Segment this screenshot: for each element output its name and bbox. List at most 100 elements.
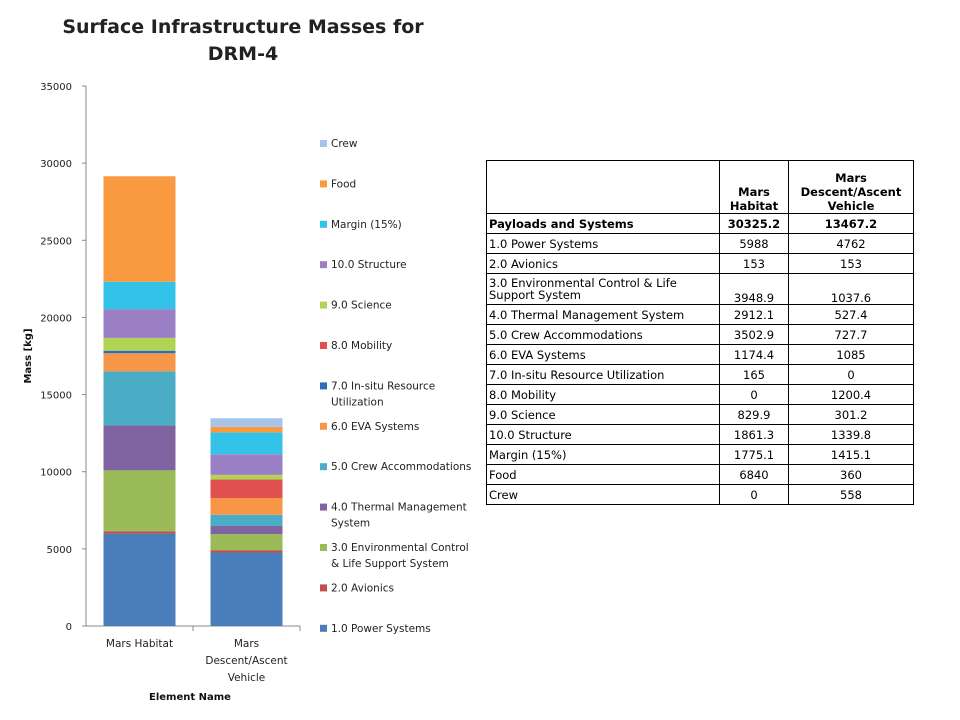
y-tick-label: 25000 bbox=[40, 236, 72, 247]
x-category-label: Mars bbox=[234, 638, 259, 650]
table-cell-label: 4.0 Thermal Management System bbox=[486, 304, 720, 325]
table-cell-dav: 1339.8 bbox=[788, 424, 914, 445]
y-tick-label: 5000 bbox=[47, 545, 72, 556]
legend-swatch bbox=[320, 220, 327, 228]
table-cell-dav: 1200.4 bbox=[788, 384, 914, 405]
legend-label: 8.0 Mobility bbox=[331, 340, 392, 352]
x-category-label: Mars Habitat bbox=[106, 638, 173, 650]
table-cell-habitat: 3948.9 bbox=[719, 273, 789, 305]
table-cell-habitat: 3502.9 bbox=[719, 324, 789, 345]
table-cell-label: 7.0 In-situ Resource Utilization bbox=[486, 364, 720, 385]
legend-swatch bbox=[320, 180, 327, 188]
legend-label: 10.0 Structure bbox=[331, 259, 407, 271]
bar-stacks bbox=[103, 176, 283, 626]
table-cell-label: Crew bbox=[486, 484, 720, 505]
mass-table: Mars Habitat Mars Descent/Ascent Vehicle… bbox=[486, 160, 914, 505]
table-cell-habitat: 0 bbox=[719, 384, 789, 405]
legend-swatch bbox=[320, 624, 327, 632]
legend-label: Crew bbox=[331, 138, 358, 150]
table-cell-dav: 4762 bbox=[788, 233, 914, 254]
legend-swatch bbox=[320, 301, 327, 309]
table-cell-label: 9.0 Science bbox=[486, 404, 720, 425]
table-cell-label: 3.0 Environmental Control & Life Support… bbox=[486, 273, 720, 305]
x-axis-categories: Mars Habitat Mars Descent/Ascent Vehicle bbox=[106, 638, 288, 684]
table-cell-label: 2.0 Avionics bbox=[486, 253, 720, 274]
y-tick-label: 10000 bbox=[40, 468, 72, 479]
table-cell-dav: 1037.6 bbox=[788, 273, 914, 305]
table-cell-label: 8.0 Mobility bbox=[486, 384, 720, 405]
table-row: 7.0 In-situ Resource Utilization 165 0 bbox=[486, 364, 914, 385]
y-tick-label: 35000 bbox=[40, 82, 72, 93]
table-cell-label: 6.0 EVA Systems bbox=[486, 344, 720, 365]
table-cell-habitat: 1775.1 bbox=[719, 444, 789, 465]
legend-label: & Life Support System bbox=[331, 558, 449, 570]
table-cell-dav: 1415.1 bbox=[788, 444, 914, 465]
table-header-row: Mars Habitat Mars Descent/Ascent Vehicle bbox=[486, 160, 914, 214]
bar-segment bbox=[210, 552, 283, 626]
legend: Crew Food Margin (15%) 10.0 Structure 9.0 Sc… bbox=[320, 138, 471, 635]
table-cell-dav: 727.7 bbox=[788, 324, 914, 345]
table-cell-dav: 13467.2 bbox=[788, 213, 914, 234]
table-row: Food 6840 360 bbox=[486, 464, 914, 485]
bar-segment bbox=[210, 534, 283, 551]
table-cell-dav: 0 bbox=[788, 364, 914, 385]
table-cell-habitat: 2912.1 bbox=[719, 304, 789, 325]
bar-segment bbox=[103, 350, 176, 354]
bar-segment bbox=[103, 337, 176, 351]
chart-title-line: Surface Infrastructure Masses for bbox=[62, 16, 424, 38]
table-row: Payloads and Systems 30325.2 13467.2 bbox=[486, 213, 914, 234]
table-cell-habitat: 6840 bbox=[719, 464, 789, 485]
legend-label: 3.0 Environmental Control bbox=[331, 542, 469, 554]
table-header-blank bbox=[486, 160, 720, 214]
table-cell-habitat: 0 bbox=[719, 484, 789, 505]
stacked-bar-chart: Surface Infrastructure Masses for DRM-4 0… bbox=[23, 16, 471, 703]
legend-label: 9.0 Science bbox=[331, 300, 392, 312]
table-cell-habitat: 5988 bbox=[719, 233, 789, 254]
legend-swatch bbox=[320, 140, 327, 147]
table-cell-habitat: 1174.4 bbox=[719, 344, 789, 365]
legend-swatch bbox=[320, 422, 327, 430]
legend-swatch bbox=[320, 382, 327, 390]
table-cell-habitat: 30325.2 bbox=[719, 213, 789, 234]
bar-segment bbox=[103, 531, 176, 534]
table-row: 9.0 Science 829.9 301.2 bbox=[486, 404, 914, 425]
legend-swatch bbox=[320, 261, 327, 269]
bar-segment bbox=[210, 550, 283, 553]
legend-swatch bbox=[320, 584, 327, 592]
chart-title: Surface Infrastructure Masses for DRM-4 bbox=[62, 16, 424, 65]
bar-segment bbox=[210, 479, 283, 499]
legend-label: Margin (15%) bbox=[331, 219, 402, 231]
bar-segment bbox=[210, 474, 283, 480]
table-cell-dav: 1085 bbox=[788, 344, 914, 365]
table-row: 2.0 Avionics 153 153 bbox=[486, 253, 914, 274]
table-cell-habitat: 165 bbox=[719, 364, 789, 385]
y-tick-label: 30000 bbox=[40, 159, 72, 170]
x-category-label: Descent/Ascent bbox=[205, 655, 287, 667]
bar-segment bbox=[210, 418, 283, 427]
y-tick-label: 0 bbox=[66, 622, 72, 633]
table-cell-dav: 527.4 bbox=[788, 304, 914, 325]
legend-label: 1.0 Power Systems bbox=[331, 623, 431, 635]
bar-segment bbox=[103, 371, 176, 426]
bar-segment bbox=[103, 281, 176, 310]
table-cell-label: Margin (15%) bbox=[486, 444, 720, 465]
bar-segment bbox=[103, 470, 176, 532]
legend-label: System bbox=[331, 518, 370, 530]
table-row: Margin (15%) 1775.1 1415.1 bbox=[486, 444, 914, 465]
table-row: 4.0 Thermal Management System 2912.1 527.4 bbox=[486, 304, 914, 325]
table-row: 1.0 Power Systems 5988 4762 bbox=[486, 233, 914, 254]
table-row: 3.0 Environmental Control & Life Support… bbox=[486, 273, 914, 305]
legend-label: Food bbox=[331, 178, 356, 190]
x-axis-title: Element Name bbox=[149, 692, 231, 703]
table-cell-habitat: 153 bbox=[719, 253, 789, 274]
chart-title-line: DRM-4 bbox=[208, 43, 278, 65]
table-row: 5.0 Crew Accommodations 3502.9 727.7 bbox=[486, 324, 914, 345]
table-cell-label: 1.0 Power Systems bbox=[486, 233, 720, 254]
table-cell-dav: 301.2 bbox=[788, 404, 914, 425]
table-cell-label: 5.0 Crew Accommodations bbox=[486, 324, 720, 345]
bar-segment bbox=[210, 526, 283, 535]
table-cell-dav: 360 bbox=[788, 464, 914, 485]
x-category-label: Vehicle bbox=[228, 672, 266, 684]
legend-label: Utilization bbox=[331, 396, 384, 408]
legend-swatch bbox=[320, 544, 327, 551]
